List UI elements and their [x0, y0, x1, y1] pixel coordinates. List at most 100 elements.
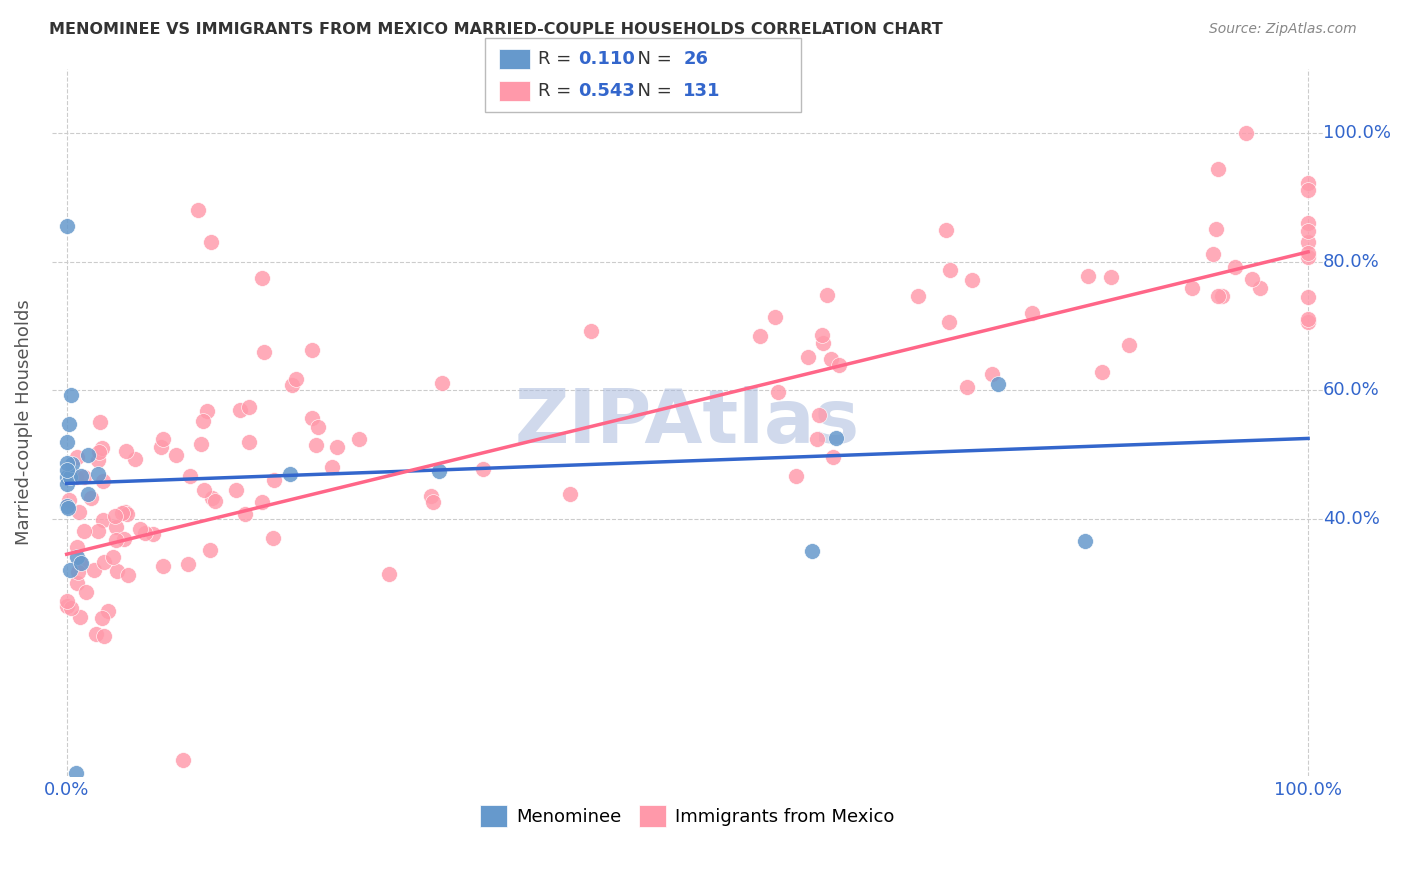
Text: 100.0%: 100.0% [1323, 124, 1391, 142]
Legend: Menominee, Immigrants from Mexico: Menominee, Immigrants from Mexico [472, 798, 903, 834]
Point [177, 558, 200, 572]
Point [86, 453, 108, 467]
Point [307, 420, 329, 434]
Point [748, 329, 770, 343]
Point [112, 533, 135, 547]
Point [105, 533, 128, 547]
Point [284, 371, 307, 385]
Point [65, 766, 87, 780]
Point [67, 566, 90, 580]
Point [69, 468, 91, 483]
Point [579, 324, 602, 338]
Point [821, 450, 844, 465]
Text: N =: N = [626, 50, 678, 68]
Point [785, 469, 807, 483]
Point [77, 448, 100, 462]
Point [191, 414, 214, 428]
Point [825, 432, 848, 446]
Point [129, 522, 152, 536]
Point [73, 524, 96, 538]
Point [1240, 272, 1263, 286]
Point [69, 610, 91, 624]
Point [250, 270, 273, 285]
Point [225, 483, 247, 497]
Point [810, 327, 832, 342]
Text: 0.110: 0.110 [578, 50, 634, 68]
Point [200, 542, 222, 557]
Point [347, 432, 370, 446]
Point [70, 556, 93, 570]
Point [69, 556, 91, 570]
Point [75, 585, 97, 599]
Point [987, 376, 1010, 391]
Point [305, 438, 328, 452]
Point [91, 474, 114, 488]
Point [1296, 245, 1319, 260]
Point [114, 505, 136, 519]
Point [828, 358, 851, 372]
Point [190, 436, 212, 450]
Point [66, 575, 89, 590]
Point [110, 507, 132, 521]
Point [1077, 268, 1099, 283]
Point [66, 549, 89, 564]
Point [1296, 290, 1319, 304]
Point [115, 444, 138, 458]
Point [152, 559, 174, 574]
Point [60, 457, 83, 471]
Point [935, 223, 957, 237]
Point [238, 400, 260, 414]
Point [326, 440, 349, 454]
Point [378, 567, 401, 582]
Point [87, 524, 110, 539]
Point [797, 350, 820, 364]
Point [1296, 235, 1319, 250]
Point [301, 343, 323, 357]
Point [73, 470, 96, 484]
Point [134, 525, 156, 540]
Point [253, 345, 276, 359]
Point [105, 564, 128, 578]
Point [250, 495, 273, 509]
Point [152, 432, 174, 446]
Point [956, 380, 979, 394]
Point [281, 378, 304, 392]
Point [150, 441, 173, 455]
Text: 60.0%: 60.0% [1323, 381, 1379, 400]
Point [1118, 338, 1140, 352]
Point [124, 451, 146, 466]
Point [1021, 305, 1043, 319]
Point [980, 367, 1002, 381]
Point [142, 527, 165, 541]
Point [1211, 288, 1233, 302]
Point [422, 495, 444, 509]
Point [811, 336, 834, 351]
Point [77, 487, 100, 501]
Point [1206, 289, 1229, 303]
Point [104, 520, 127, 534]
Point [1296, 312, 1319, 326]
Point [763, 310, 786, 324]
Point [83, 563, 105, 577]
Text: 26: 26 [683, 50, 709, 68]
Point [117, 508, 139, 522]
Point [65, 470, 87, 484]
Point [56, 463, 79, 477]
Point [89, 416, 111, 430]
Point [58, 500, 80, 515]
Point [200, 235, 222, 250]
Point [1099, 270, 1122, 285]
Point [806, 432, 828, 446]
Text: 40.0%: 40.0% [1323, 510, 1379, 528]
Point [58, 492, 80, 507]
Point [104, 508, 127, 523]
Text: 80.0%: 80.0% [1323, 252, 1379, 270]
Point [187, 202, 209, 217]
Point [193, 483, 215, 498]
Point [1202, 246, 1225, 260]
Point [321, 459, 343, 474]
Point [1091, 365, 1114, 379]
Point [1223, 260, 1246, 274]
Point [1296, 224, 1319, 238]
Text: 131: 131 [683, 82, 721, 100]
